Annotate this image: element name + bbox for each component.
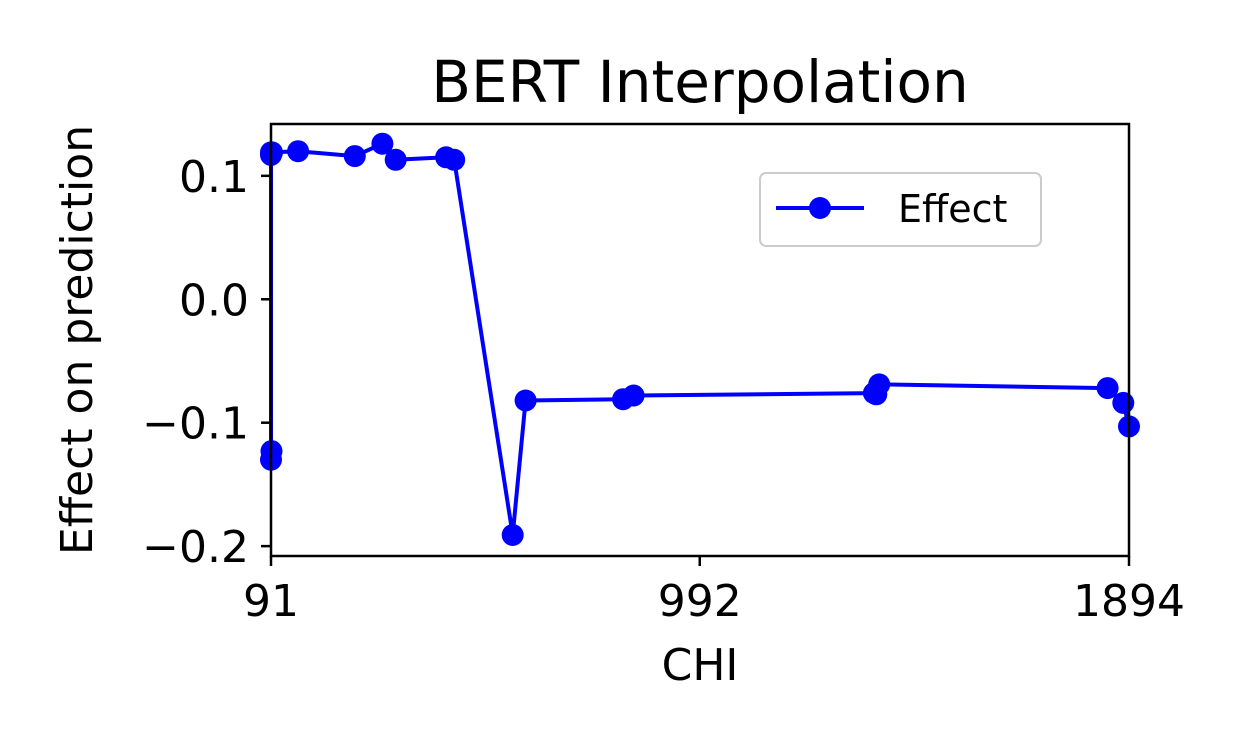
data-point	[287, 140, 310, 163]
data-point	[1112, 391, 1135, 414]
data-point	[443, 148, 466, 171]
legend: Effect	[759, 172, 1042, 247]
plot-area	[260, 132, 1140, 546]
legend-label-effect: Effect	[898, 187, 1007, 231]
data-point	[868, 373, 891, 396]
x-axis: 91 992 1894	[243, 556, 1185, 627]
data-point	[514, 389, 537, 412]
y-tick-label: −0.1	[142, 399, 249, 450]
y-axis-label: Effect on prediction	[52, 125, 103, 555]
data-point	[1096, 377, 1119, 400]
x-tick-label: 1894	[1073, 576, 1185, 627]
x-tick-label: 992	[658, 576, 742, 627]
legend-box	[759, 172, 1042, 247]
x-tick-label: 91	[243, 576, 299, 627]
y-tick-label: 0.0	[179, 275, 249, 326]
y-tick-label: −0.2	[142, 522, 249, 573]
data-point	[384, 148, 407, 171]
chart-title: BERT Interpolation	[431, 48, 969, 116]
x-axis-label: CHI	[662, 640, 739, 691]
data-point	[622, 384, 645, 407]
legend-marker	[809, 197, 831, 219]
y-tick-label: 0.1	[179, 152, 249, 203]
data-point	[371, 132, 394, 155]
data-point	[343, 145, 366, 168]
data-point	[501, 524, 524, 546]
y-axis: −0.2 −0.1 0.0 0.1	[142, 152, 271, 573]
